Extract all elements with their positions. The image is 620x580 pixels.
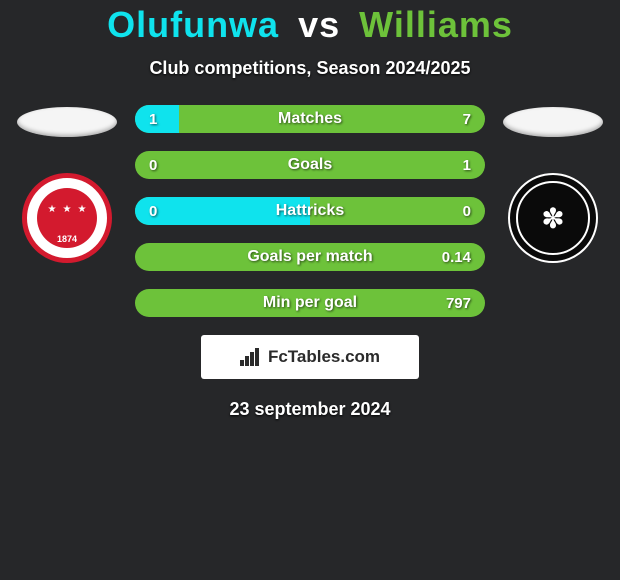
- stat-label: Hattricks: [135, 202, 485, 220]
- right-club-crest-icon: ✽: [508, 173, 598, 263]
- left-flag-icon: [17, 107, 117, 137]
- subtitle: Club competitions, Season 2024/2025: [0, 58, 620, 79]
- bar-chart-icon: [240, 348, 262, 366]
- stat-label: Matches: [135, 110, 485, 128]
- right-side: ✽: [503, 105, 603, 263]
- thistle-icon: ✽: [510, 175, 596, 261]
- comparison-main: ★★★ 1874 1 Matches 7 0 Goals 1 0 Hattric…: [0, 105, 620, 317]
- stat-right-value: 0: [463, 203, 485, 220]
- player2-name: Williams: [359, 4, 513, 45]
- left-club-crest-icon: ★★★ 1874: [22, 173, 112, 263]
- crest-left-year: 1874: [27, 178, 107, 258]
- stat-bar-goals: 0 Goals 1: [135, 151, 485, 179]
- left-side: ★★★ 1874: [17, 105, 117, 263]
- stat-right-value: 797: [446, 295, 485, 312]
- stat-bar-goals-per-match: Goals per match 0.14: [135, 243, 485, 271]
- vs-separator: vs: [298, 4, 340, 45]
- comparison-title: Olufunwa vs Williams: [0, 4, 620, 46]
- stat-label: Min per goal: [135, 294, 485, 312]
- stat-bar-min-per-goal: Min per goal 797: [135, 289, 485, 317]
- right-flag-icon: [503, 107, 603, 137]
- stat-bar-matches: 1 Matches 7: [135, 105, 485, 133]
- stat-right-value: 7: [463, 111, 485, 128]
- stat-bars: 1 Matches 7 0 Goals 1 0 Hattricks 0 Goal…: [135, 105, 485, 317]
- brand-badge: FcTables.com: [201, 335, 419, 379]
- date-text: 23 september 2024: [0, 399, 620, 420]
- stat-bar-hattricks: 0 Hattricks 0: [135, 197, 485, 225]
- stat-right-value: 1: [463, 157, 485, 174]
- brand-text: FcTables.com: [268, 347, 380, 367]
- player1-name: Olufunwa: [107, 4, 279, 45]
- stat-label: Goals per match: [135, 248, 485, 266]
- stat-label: Goals: [135, 156, 485, 174]
- stat-right-value: 0.14: [442, 249, 485, 266]
